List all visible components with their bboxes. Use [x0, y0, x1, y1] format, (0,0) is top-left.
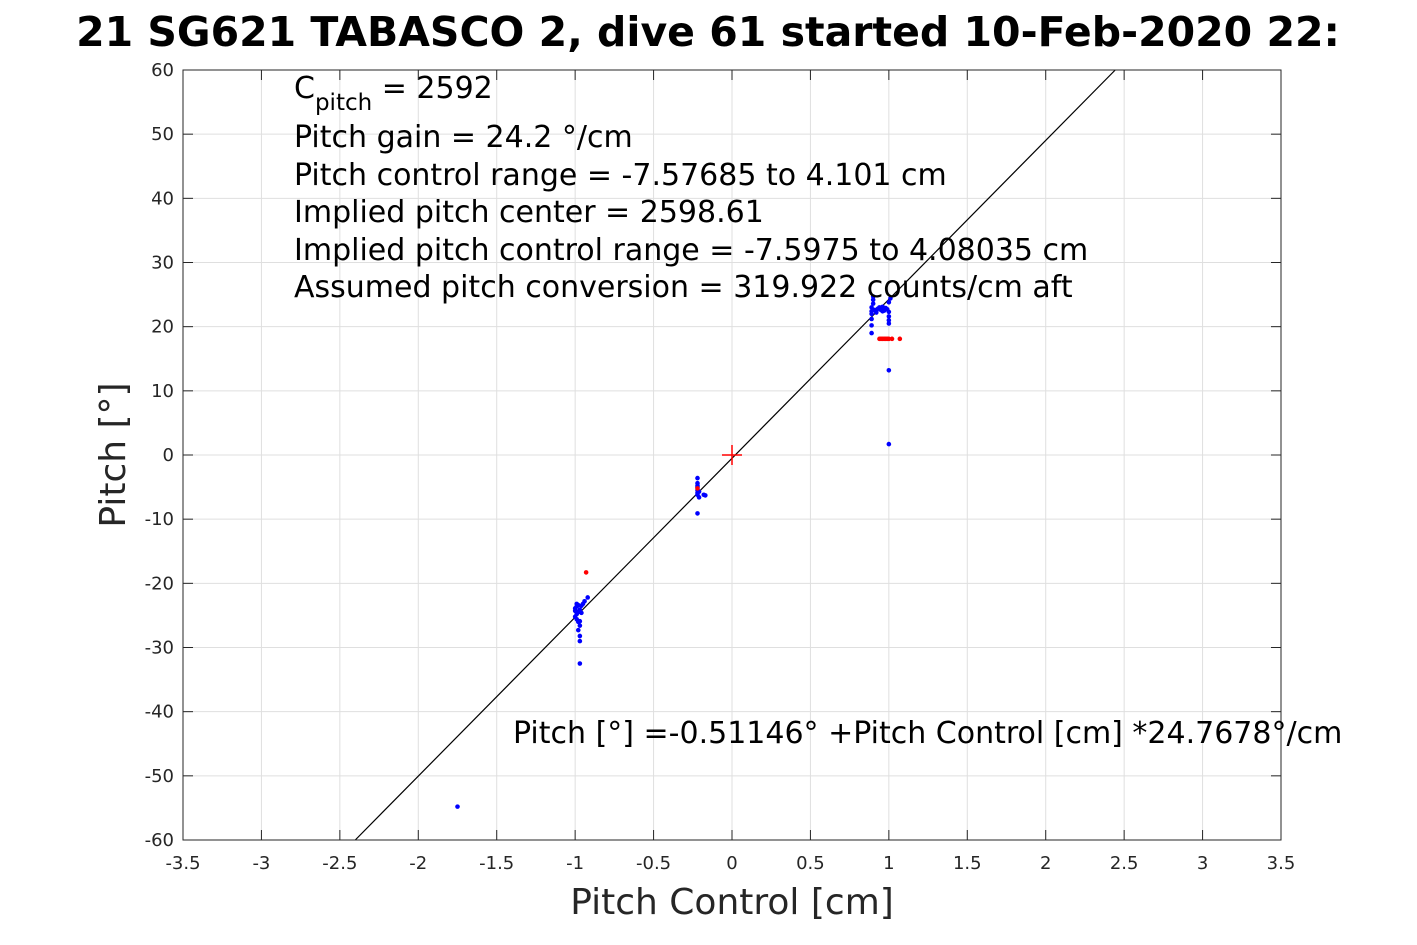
cpitch-subscript: pitch [315, 90, 372, 116]
x-tick-label: -2.5 [322, 853, 357, 874]
y-tick-label: -50 [145, 766, 174, 787]
y-tick-label: 60 [151, 60, 174, 81]
data-point [582, 599, 587, 604]
data-point [886, 317, 892, 323]
excluded-point [583, 570, 589, 575]
y-tick-label: 50 [151, 124, 174, 145]
cpitch-value: = 2592 [372, 71, 493, 106]
x-tick-label: -0.5 [636, 853, 671, 874]
data-point [870, 301, 876, 306]
x-tick-label: -3 [252, 853, 270, 874]
data-point [886, 309, 892, 315]
y-tick-label: 40 [151, 188, 174, 209]
data-point [886, 314, 892, 319]
x-tick-label: 0 [726, 853, 737, 874]
data-point [869, 305, 874, 310]
y-axis-label: Pitch [°] [93, 382, 134, 527]
data-points [455, 294, 903, 809]
y-tick-label: -10 [145, 509, 174, 530]
x-tick-label: -1.5 [479, 853, 514, 874]
excluded-point [695, 486, 700, 491]
data-point [886, 441, 892, 447]
data-point [888, 296, 893, 301]
pitch-gain-annotation: Pitch gain = 24.2 °/cm [294, 120, 633, 155]
x-tick-label: -3.5 [165, 853, 200, 874]
data-point [869, 316, 874, 322]
data-point [703, 493, 708, 498]
pitch-conversion-annotation: Assumed pitch conversion = 319.922 count… [294, 270, 1073, 305]
data-point [880, 308, 885, 314]
pitch-control-range-annotation: Pitch control range = -7.57685 to 4.101 … [294, 158, 947, 193]
x-tick-label: 2 [1040, 853, 1051, 874]
data-point [695, 511, 700, 516]
x-tick-label: 0.5 [796, 853, 825, 874]
axis-ticks: -3.5 -3 -2.5 -2 -1.5 -1 -0.5 0 0.5 1 1.5 2 2.5 3 3.5 -6… [145, 60, 1296, 874]
data-point [575, 627, 581, 633]
excluded-point [897, 336, 903, 342]
data-point [577, 618, 583, 624]
chart-title: 21 SG621 TABASCO 2, dive 61 started 10-F… [76, 8, 1340, 56]
data-point [577, 623, 583, 628]
data-point [869, 323, 874, 328]
data-point [870, 297, 876, 303]
data-point [585, 595, 590, 600]
data-point [869, 330, 874, 336]
x-tick-label: 1 [883, 853, 894, 874]
data-point [574, 601, 580, 607]
data-point [577, 661, 583, 666]
data-point [579, 610, 584, 616]
data-point [886, 321, 892, 326]
x-tick-label: -2 [409, 853, 427, 874]
data-point [455, 804, 460, 809]
y-tick-label: -20 [145, 573, 174, 594]
data-point [886, 368, 892, 373]
y-tick-label: 20 [151, 317, 174, 338]
data-point [874, 310, 879, 315]
y-tick-label: -60 [145, 830, 174, 851]
data-point [696, 495, 702, 500]
y-tick-label: 0 [163, 445, 174, 466]
x-tick-label: 2.5 [1110, 853, 1139, 874]
y-tick-label: 10 [151, 381, 174, 402]
cpitch-annotation: Cpitch = 2592 [294, 71, 493, 116]
excluded-point [889, 336, 895, 342]
y-tick-label: 30 [151, 253, 174, 274]
x-axis-label: Pitch Control [cm] [570, 882, 894, 923]
data-point [577, 633, 583, 639]
cpitch-prefix: C [294, 71, 315, 106]
x-tick-label: 3.5 [1267, 853, 1296, 874]
x-tick-label: 1.5 [953, 853, 982, 874]
x-tick-label: -1 [566, 853, 584, 874]
implied-pitch-center-annotation: Implied pitch center = 2598.61 [294, 195, 764, 230]
fit-equation-annotation: Pitch [°] =-0.51146° +Pitch Control [cm]… [513, 716, 1342, 751]
data-point [572, 608, 578, 614]
y-tick-label: -40 [145, 702, 174, 723]
x-tick-label: 3 [1197, 853, 1208, 874]
data-point [886, 299, 892, 305]
data-point [695, 475, 700, 481]
data-point [870, 294, 876, 299]
center-marker-layer [722, 445, 742, 465]
y-tick-label: -30 [145, 638, 174, 659]
implied-range-annotation: Implied pitch control range = -7.5975 to… [294, 233, 1088, 268]
data-point [577, 638, 583, 644]
fit-info-annotations: Cpitch = 2592 Pitch gain = 24.2 °/cm Pit… [294, 71, 1088, 305]
